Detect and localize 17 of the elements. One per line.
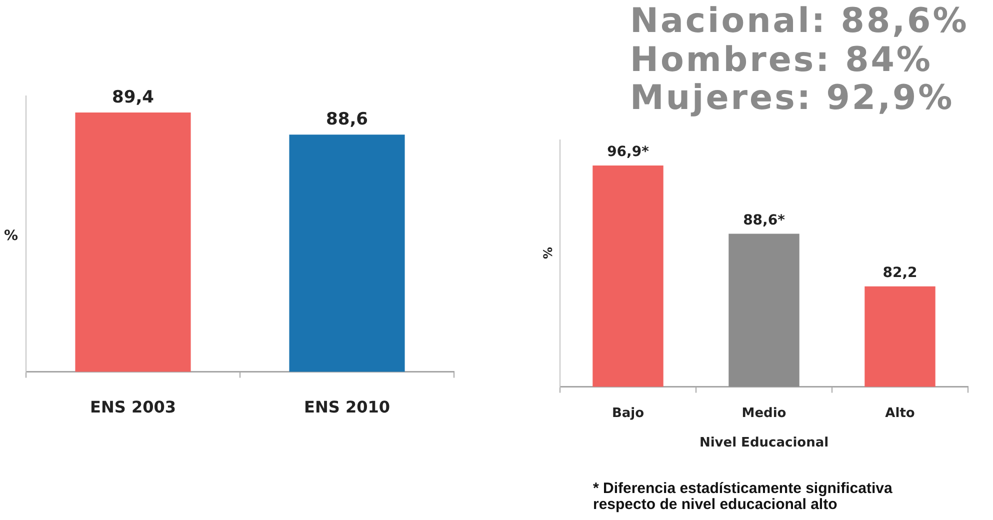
x-axis-title: Nivel Educacional xyxy=(699,436,829,451)
y-axis-title: % xyxy=(541,247,556,260)
data-label: 88,6 xyxy=(326,110,368,130)
x-tick-label: Alto xyxy=(885,406,915,421)
text: * Diferencia estadísticamente significativa respecto de nivel educacional alto xyxy=(593,480,894,513)
data-label: 89,4 xyxy=(112,87,154,108)
x-tick-label: ENS 2010 xyxy=(304,398,390,417)
x-tick-label: Medio xyxy=(742,406,786,421)
text: Mujeres: 92,9% xyxy=(630,78,954,118)
y-axis-title: % xyxy=(4,228,18,244)
data-label: 82,2 xyxy=(882,265,918,282)
x-tick-label: Bajo xyxy=(612,406,644,421)
x-tick-label: ENS 2003 xyxy=(90,398,176,417)
data-label: 96,9* xyxy=(607,144,650,160)
text: Nacional: 88,6% xyxy=(630,1,969,41)
data-label: 88,6* xyxy=(743,212,786,228)
text: Hombres: 84% xyxy=(630,40,932,80)
